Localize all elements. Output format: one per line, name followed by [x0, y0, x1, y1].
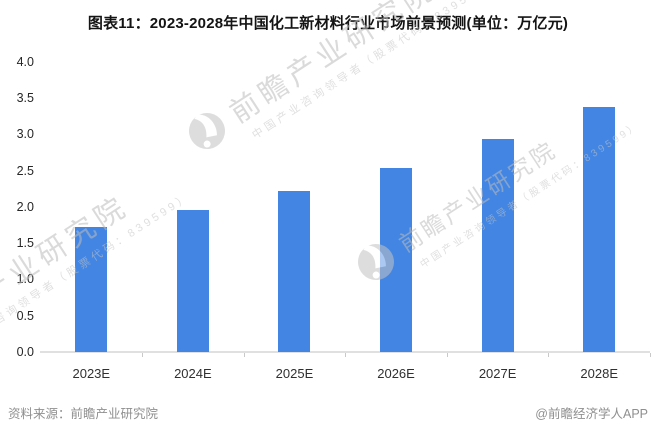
x-axis-tick: [548, 353, 550, 357]
footer: 资料来源：前瞻产业研究院 @前瞻经济学人APP: [8, 403, 648, 421]
chart-title: 图表11：2023-2028年中国化工新材料行业市场前景预测(单位：万亿元): [87, 15, 569, 32]
x-axis-tick: [142, 353, 144, 357]
x-axis-tick: [243, 353, 245, 357]
x-axis-tick: [650, 353, 651, 357]
y-axis-tick-label: 0.0: [16, 345, 34, 359]
y-axis-tick-label: 0.5: [16, 308, 34, 323]
x-axis-category-label: 2027E: [478, 366, 517, 381]
bar-2028E: [583, 107, 616, 352]
x-axis-line: [40, 351, 650, 353]
bar-2024E: [176, 209, 209, 352]
bar-2027E: [481, 138, 514, 352]
qianzhan-logo-icon: [189, 113, 225, 149]
source-note: 资料来源：前瞻产业研究院: [8, 406, 159, 421]
y-axis-tick-label: 4.0: [16, 54, 34, 69]
x-axis-category-label: 2023E: [72, 366, 111, 381]
x-axis-category-label: 2028E: [580, 366, 618, 381]
bar-2023E: [75, 227, 108, 352]
y-axis-tick-label: 3.5: [16, 90, 34, 105]
y-axis-tick-label: 1.5: [16, 236, 34, 251]
bar-2026E: [380, 167, 413, 352]
x-axis-tick: [345, 353, 347, 357]
y-axis-tick-label: 2.5: [16, 163, 34, 178]
y-axis-tick-label: 3.0: [16, 127, 34, 142]
x-axis-tick: [446, 353, 448, 357]
bar-2025E: [278, 190, 311, 352]
watermark-brand-text: 前瞻产业研究院: [394, 136, 561, 257]
x-axis-category-label: 2026E: [377, 366, 415, 381]
brand-credit: @前瞻经济学人APP: [535, 406, 648, 421]
y-axis-tick-label: 1.0: [16, 272, 34, 287]
x-axis-category-label: 2025E: [275, 366, 314, 381]
x-axis-category-label: 2024E: [174, 366, 212, 381]
y-axis-tick-label: 2.0: [16, 199, 34, 214]
